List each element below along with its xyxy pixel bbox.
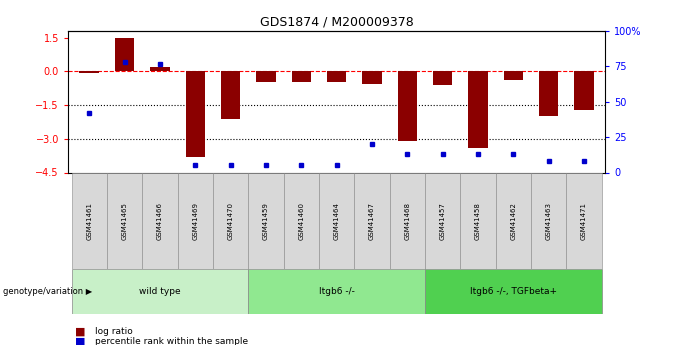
Text: GSM41464: GSM41464 <box>334 202 339 240</box>
Bar <box>354 172 390 269</box>
Bar <box>433 71 452 85</box>
Title: GDS1874 / M200009378: GDS1874 / M200009378 <box>260 16 413 29</box>
Bar <box>150 67 169 71</box>
Text: GSM41463: GSM41463 <box>545 202 551 240</box>
Text: genotype/variation ▶: genotype/variation ▶ <box>3 287 92 296</box>
Text: Itgb6 -/-, TGFbeta+: Itgb6 -/-, TGFbeta+ <box>470 287 557 296</box>
Text: wild type: wild type <box>139 287 181 296</box>
Bar <box>107 172 142 269</box>
Text: GSM41457: GSM41457 <box>440 202 445 240</box>
Bar <box>531 172 566 269</box>
Bar <box>425 269 602 314</box>
Text: GSM41465: GSM41465 <box>122 202 128 240</box>
Text: GSM41471: GSM41471 <box>581 202 587 240</box>
Bar <box>292 71 311 81</box>
Bar <box>213 172 248 269</box>
Text: GSM41461: GSM41461 <box>86 202 92 240</box>
Bar <box>221 71 240 119</box>
Bar <box>177 172 213 269</box>
Bar <box>327 71 346 81</box>
Bar <box>284 172 319 269</box>
Bar <box>469 71 488 148</box>
Bar <box>496 172 531 269</box>
Bar <box>256 71 275 81</box>
Bar <box>575 71 594 110</box>
Bar <box>362 71 381 84</box>
Text: ■: ■ <box>75 337 85 345</box>
Bar <box>539 71 558 116</box>
Text: GSM41468: GSM41468 <box>405 202 410 240</box>
Bar <box>248 172 284 269</box>
Text: GSM41462: GSM41462 <box>510 202 516 240</box>
Bar <box>186 71 205 157</box>
Bar <box>425 172 460 269</box>
Text: GSM41460: GSM41460 <box>299 202 304 240</box>
Bar <box>71 269 248 314</box>
Text: GSM41466: GSM41466 <box>157 202 163 240</box>
Bar <box>248 269 425 314</box>
Text: log ratio: log ratio <box>95 327 133 336</box>
Bar <box>80 71 99 73</box>
Bar <box>566 172 602 269</box>
Bar <box>71 172 107 269</box>
Bar <box>504 71 523 80</box>
Text: GSM41467: GSM41467 <box>369 202 375 240</box>
Bar <box>142 172 177 269</box>
Text: ■: ■ <box>75 326 85 336</box>
Bar <box>398 71 417 141</box>
Bar <box>460 172 496 269</box>
Text: GSM41458: GSM41458 <box>475 202 481 240</box>
Bar <box>390 172 425 269</box>
Text: Itgb6 -/-: Itgb6 -/- <box>319 287 354 296</box>
Text: percentile rank within the sample: percentile rank within the sample <box>95 337 248 345</box>
Text: GSM41470: GSM41470 <box>228 202 233 240</box>
Bar <box>115 38 134 71</box>
Text: GSM41469: GSM41469 <box>192 202 199 240</box>
Bar <box>319 172 354 269</box>
Text: GSM41459: GSM41459 <box>263 202 269 240</box>
